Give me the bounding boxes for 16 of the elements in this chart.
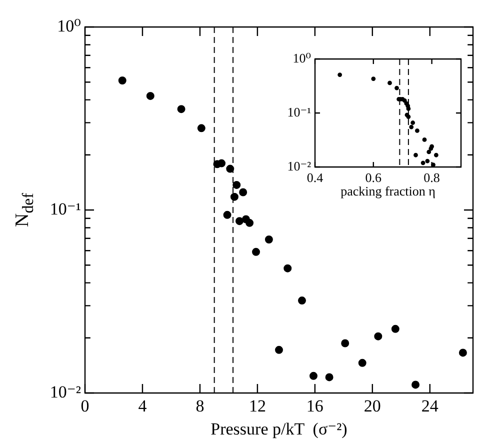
x-axis-title: Pressure p/kT (σ⁻²) [210, 419, 348, 438]
x-tick-label: 0.6 [365, 170, 382, 186]
x-tick-label: 0.8 [424, 170, 440, 186]
y-tick-label: 10⁻¹ [50, 199, 81, 218]
x-tick-label: 16 [306, 396, 324, 416]
x-tick-label: 20 [364, 396, 381, 416]
y-tick-label: 10⁻² [50, 382, 81, 402]
y-tick-label: 10⁰ [57, 16, 82, 36]
y-tick-label: 10⁻¹ [287, 104, 312, 120]
x-axis-title: packing fraction η [340, 184, 436, 199]
x-tick-label: 0 [80, 396, 90, 416]
x-tick-label: 12 [248, 396, 266, 416]
x-tick-label: 24 [421, 396, 439, 416]
x-tick-label: 8 [196, 396, 204, 416]
x-tick-label: 4 [138, 396, 148, 416]
y-tick-label: 10⁰ [292, 50, 311, 66]
